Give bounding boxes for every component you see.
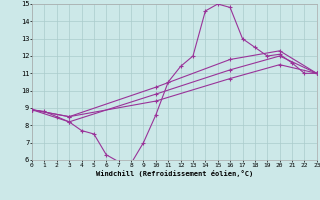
X-axis label: Windchill (Refroidissement éolien,°C): Windchill (Refroidissement éolien,°C) <box>96 170 253 177</box>
